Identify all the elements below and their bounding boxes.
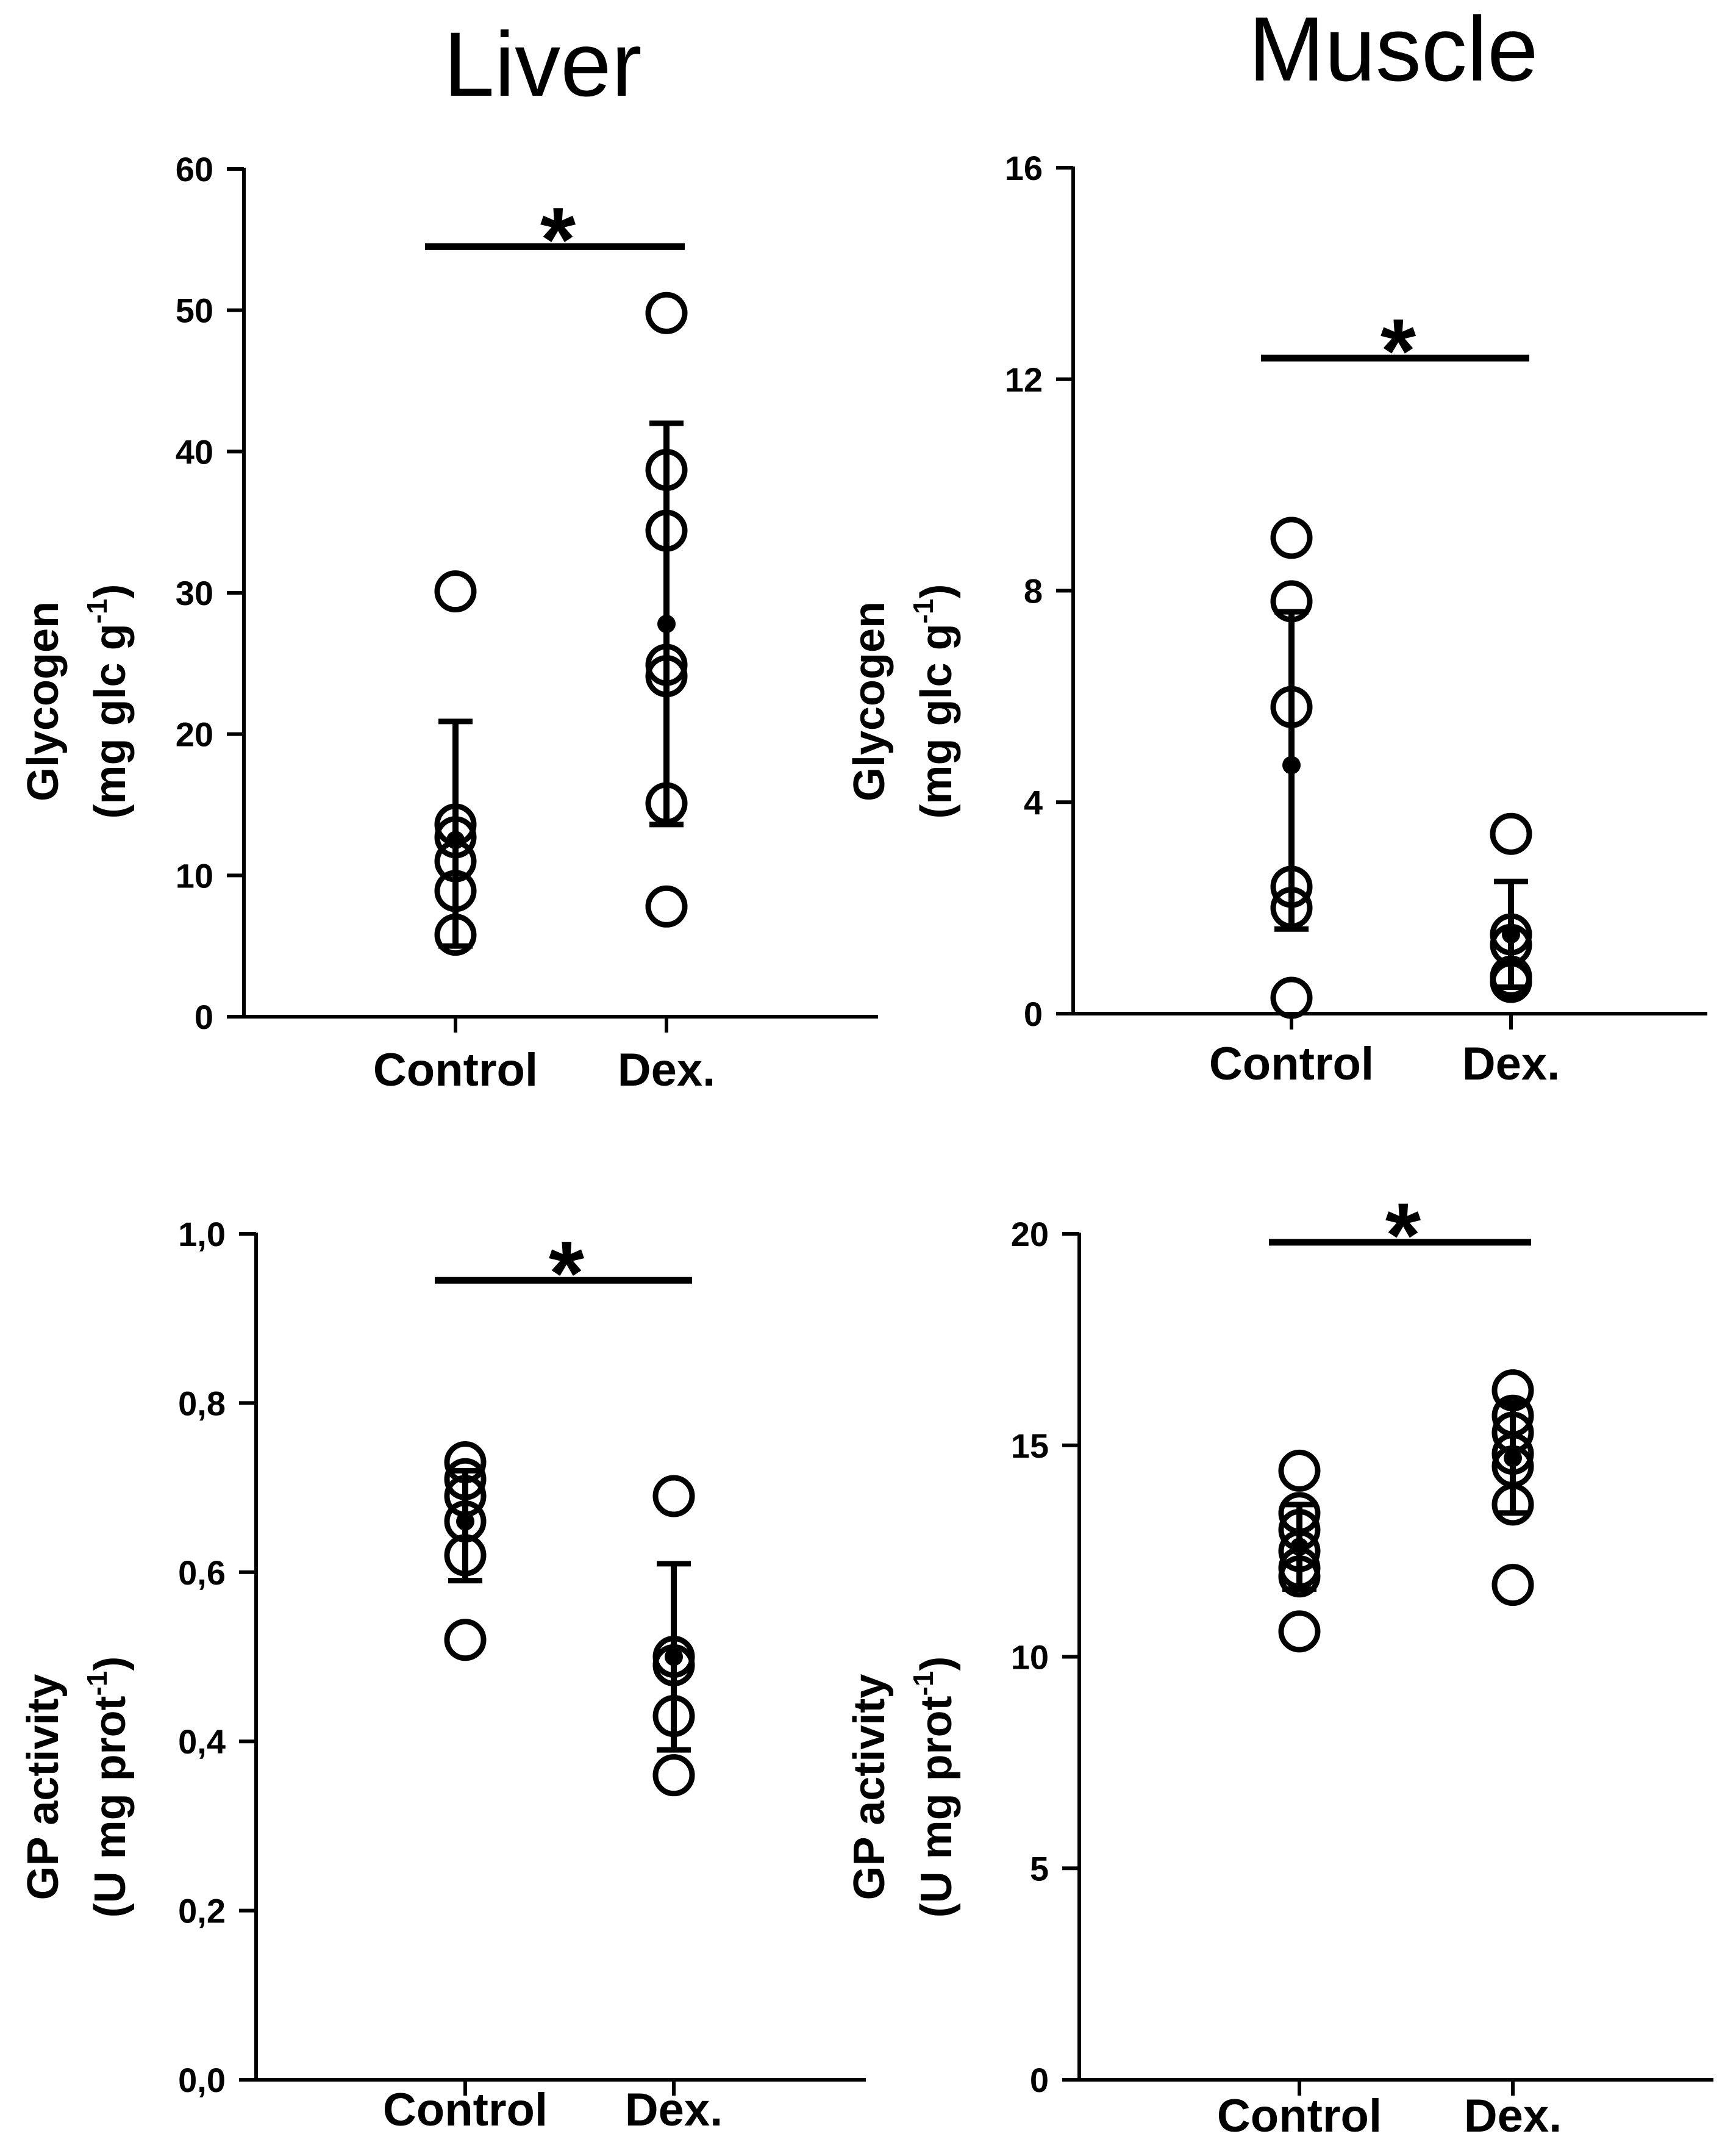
significance-marker: *: [549, 1222, 585, 1324]
x-category-label: Dex.: [625, 2084, 723, 2136]
y-axis-unit: (U mg prot: [912, 1696, 961, 1918]
y-tick-label: 40: [176, 432, 213, 471]
y-tick-label: 20: [1011, 1215, 1049, 1253]
y-tick-label: 12: [1005, 360, 1043, 399]
x-category-label: Control: [373, 1044, 538, 1096]
data-point-dex: [645, 885, 688, 928]
significance-marker: *: [1381, 299, 1416, 402]
y-tick-label: 8: [1024, 572, 1043, 611]
y-axis-label-line2: (U mg prot-1): [81, 1656, 135, 1918]
y-axis-label-line2: (mg glc g-1): [81, 584, 135, 819]
y-tick-label: 5: [1030, 1849, 1049, 1888]
y-axis-label: Glycogen (mg glc g-1): [845, 584, 961, 819]
liver-column-title: Liver: [443, 13, 642, 115]
mean-marker: [1502, 925, 1520, 944]
y-tick-label: 30: [176, 574, 213, 612]
y-axis-unit: (U mg prot: [86, 1696, 135, 1918]
data-point-dex: [645, 292, 688, 334]
y-axis-unit-exponent: -1: [81, 1671, 113, 1696]
y-tick-label: 0,4: [178, 1722, 226, 1761]
data-point-control: [444, 1619, 487, 1661]
x-category-label: Control: [1217, 2090, 1382, 2142]
y-axis-unit: (mg glc g: [86, 623, 135, 818]
mean-marker: [1504, 1449, 1522, 1467]
y-tick-label: 0,0: [178, 2061, 226, 2099]
y-axis-unit-exponent: -1: [907, 1671, 939, 1696]
data-point-dex: [1491, 1564, 1534, 1606]
data-point-dex: [1490, 812, 1532, 855]
y-tick-label: 16: [1005, 149, 1043, 187]
y-tick-label: 0,6: [178, 1553, 226, 1592]
y-tick-label: 50: [176, 292, 213, 330]
y-tick-label: 0: [1030, 2061, 1049, 2099]
significance-marker: *: [540, 188, 576, 290]
y-axis-label-line2: (mg glc g-1): [907, 584, 961, 819]
y-axis-label: GP activity (U mg prot-1): [845, 1656, 961, 1918]
data-point-control: [1278, 1449, 1321, 1492]
y-axis-unit-close: ): [86, 584, 135, 599]
y-axis-label-line1: GP activity: [19, 1674, 68, 1900]
y-axis-label-line1: Glycogen: [19, 601, 68, 801]
y-tick-label: 0: [1024, 995, 1043, 1033]
y-axis-label-line2: (U mg prot-1): [907, 1656, 961, 1918]
data-point-control: [1270, 517, 1313, 559]
liver-gp-activity-chart: 0,0 0,2 0,4 0,6 0,8 1,0 Control Dex. GP activity…: [19, 1215, 866, 2136]
muscle-column-title: Muscle: [1248, 0, 1538, 100]
y-tick-label: 0: [195, 998, 213, 1036]
y-axis-label: Glycogen (mg glc g-1): [19, 584, 135, 819]
y-axis-unit-close: ): [912, 584, 961, 599]
muscle-gp-activity-chart: 0 5 10 15 20 Control Dex. GP activity (U mg prot…: [845, 1184, 1713, 2142]
data-point-control: [434, 570, 477, 613]
significance-marker: *: [1385, 1184, 1421, 1286]
mean-marker: [657, 614, 676, 633]
y-axis-unit: (mg glc g: [912, 623, 961, 818]
x-category-label: Control: [383, 2084, 548, 2136]
y-axis-unit-exponent: -1: [81, 599, 113, 624]
mean-marker: [1282, 756, 1301, 775]
x-category-label: Control: [1209, 1038, 1374, 1090]
mean-marker: [456, 1512, 474, 1531]
data-point-dex: [652, 1475, 695, 1517]
data-point-control: [1278, 1610, 1321, 1653]
liver-glycogen-chart: 0 10 20 30 40 50 60 Control Dex. Glycogen (mg glc …: [19, 150, 878, 1096]
y-axis-label-line1: GP activity: [845, 1674, 894, 1900]
data-point-dex: [652, 1754, 695, 1797]
mean-marker: [446, 831, 465, 850]
mean-marker: [1290, 1538, 1309, 1556]
y-axis-label-line1: Glycogen: [845, 601, 894, 801]
muscle-glycogen-chart: 0 4 8 12 16 Control Dex. Glycogen (mg glc g-1) *: [845, 149, 1707, 1090]
mean-marker: [665, 1647, 683, 1666]
y-tick-label: 10: [1011, 1638, 1049, 1677]
y-axis-label: GP activity (U mg prot-1): [19, 1656, 135, 1918]
x-category-label: Dex.: [1464, 2090, 1562, 2142]
x-category-label: Dex.: [618, 1044, 716, 1096]
y-axis-unit-close: ): [86, 1656, 135, 1671]
y-axis-unit-close: ): [912, 1656, 961, 1671]
x-category-label: Dex.: [1462, 1038, 1560, 1090]
y-axis-unit-exponent: -1: [907, 599, 939, 624]
y-tick-label: 60: [176, 150, 213, 188]
y-tick-label: 0,8: [178, 1384, 226, 1422]
y-tick-label: 0,2: [178, 1892, 226, 1930]
y-tick-label: 15: [1011, 1427, 1049, 1465]
y-tick-label: 10: [176, 856, 213, 895]
data-point-control: [1270, 976, 1313, 1019]
y-tick-label: 4: [1024, 783, 1043, 822]
y-tick-label: 1,0: [178, 1215, 226, 1253]
y-tick-label: 20: [176, 715, 213, 754]
